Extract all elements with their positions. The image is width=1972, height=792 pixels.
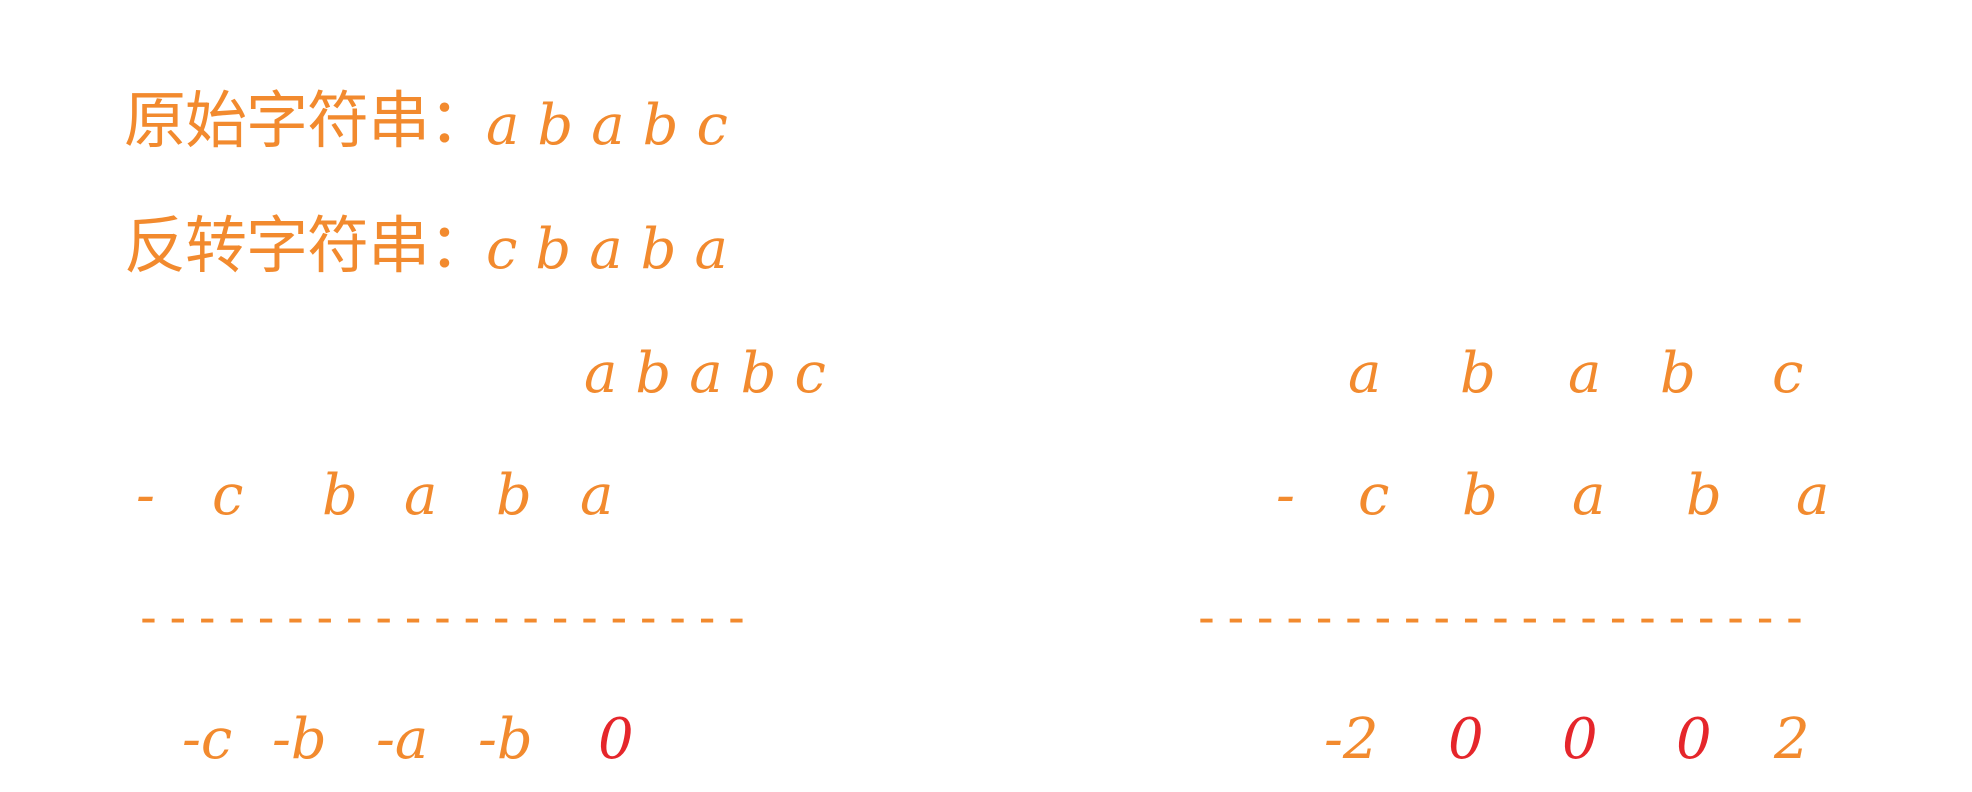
original-string-row: 原始字符串： — [124, 90, 491, 152]
right-bottom-char: a — [1572, 463, 1606, 528]
left-divider: --------------------- — [134, 590, 752, 646]
right-bottom-char: c — [1358, 463, 1390, 528]
right-top-char: c — [1772, 341, 1804, 406]
char: b — [740, 341, 777, 406]
left-result-item: -a — [376, 707, 429, 772]
right-top-char: b — [1660, 341, 1696, 406]
left-result-item: -c — [182, 707, 233, 772]
left-bottom-char: b — [322, 463, 358, 528]
char: c — [794, 341, 826, 406]
char: b — [537, 93, 574, 158]
char: b — [635, 341, 672, 406]
left-bottom-char: b — [496, 463, 532, 528]
reversed-string-label: 反转字符串： — [124, 209, 491, 282]
right-result-zero-highlight: 0 — [1448, 707, 1484, 772]
right-result-item: -2 — [1324, 707, 1379, 772]
left-result-zero-highlight: 0 — [598, 707, 634, 772]
left-bottom-char: c — [212, 463, 244, 528]
right-top-char: a — [1348, 341, 1382, 406]
right-top-char: a — [1568, 341, 1602, 406]
right-result-zero-highlight: 0 — [1562, 707, 1598, 772]
char: c — [696, 93, 728, 158]
right-result-zero-highlight: 0 — [1676, 707, 1712, 772]
original-string-label: 原始字符串： — [124, 84, 491, 157]
left-minus-sign: - — [136, 463, 155, 528]
right-bottom-char: b — [1686, 463, 1722, 528]
right-bottom-char: a — [1796, 463, 1830, 528]
left-bottom-char: a — [404, 463, 438, 528]
char: a — [591, 93, 625, 158]
right-top-char: b — [1460, 341, 1496, 406]
char: c — [486, 217, 518, 282]
right-result-item: 2 — [1774, 707, 1810, 772]
char: a — [584, 341, 618, 406]
right-bottom-char: b — [1462, 463, 1498, 528]
char: a — [689, 341, 723, 406]
char: b — [640, 217, 677, 282]
left-bottom-char: a — [580, 463, 614, 528]
char: b — [642, 93, 679, 158]
right-divider: --------------------- — [1192, 590, 1810, 646]
reversed-string-row: 反转字符串： — [124, 215, 491, 277]
char: a — [694, 217, 728, 282]
left-result-item: -b — [272, 707, 327, 772]
left-result-item: -b — [478, 707, 533, 772]
char: a — [589, 217, 623, 282]
char: a — [486, 93, 520, 158]
right-minus-sign: - — [1276, 463, 1295, 528]
char: b — [535, 217, 572, 282]
